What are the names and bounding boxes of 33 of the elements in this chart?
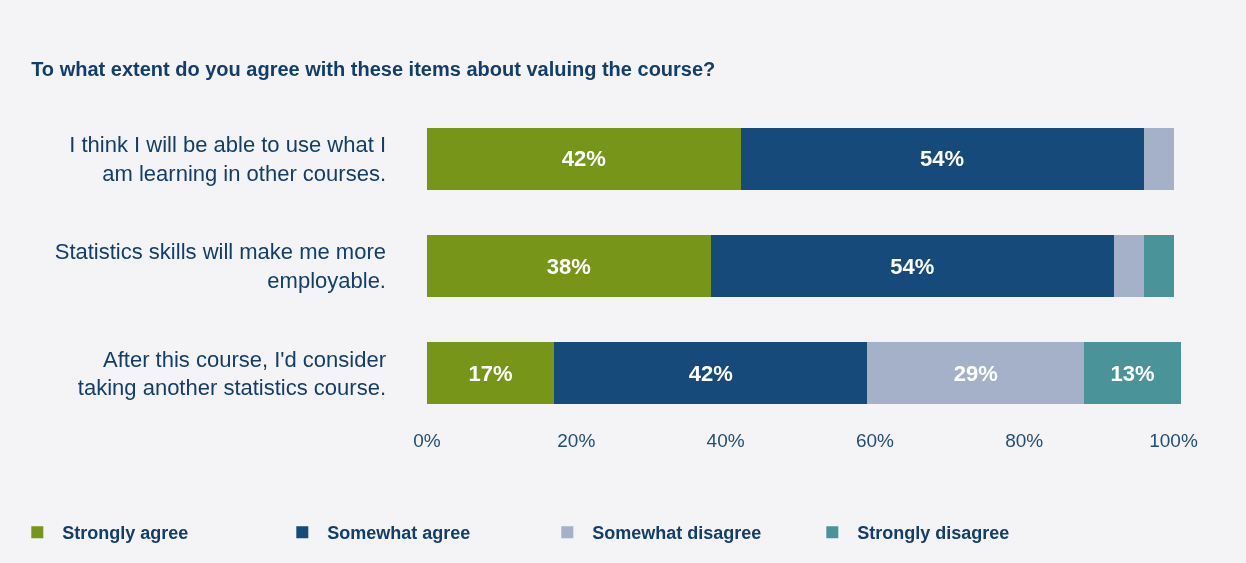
data-label: 38%	[546, 253, 591, 279]
data-label: 17%	[468, 360, 513, 386]
bar	[427, 342, 554, 405]
data-label: 29%	[953, 360, 998, 386]
x-tick-label: 60%	[855, 430, 895, 451]
bar	[1143, 234, 1174, 298]
data-label: 42%	[688, 360, 733, 386]
legend-label: Strongly disagree	[857, 523, 1010, 544]
data-label: 54%	[920, 146, 965, 172]
y-tick-label: After this course, I'd consider taking another statistics course.	[77, 346, 386, 401]
legend-label: Somewhat agree	[327, 523, 471, 544]
x-tick-label: 0%	[413, 430, 441, 451]
bar	[1113, 234, 1144, 298]
legend-label: Somewhat disagree	[592, 523, 762, 544]
bar	[1083, 342, 1181, 405]
bar	[710, 234, 1114, 298]
bar	[427, 127, 741, 190]
data-label: 13%	[1110, 360, 1155, 386]
chart-title: To what extent do you agree with these items about valuing the course?	[31, 57, 716, 80]
x-tick-label: 20%	[557, 430, 596, 451]
bar	[427, 234, 711, 298]
bar	[740, 127, 1144, 190]
bar	[867, 342, 1084, 405]
x-tick-label: 80%	[1005, 430, 1044, 451]
bar	[553, 342, 868, 405]
legend-label: Strongly agree	[62, 523, 189, 544]
bar	[1143, 127, 1174, 190]
y-tick-label: I think I will be able to use what I am learning in other courses.	[69, 132, 386, 186]
x-tick-label: 100%	[1149, 430, 1198, 451]
y-tick-label: Statistics skills will make me more employable.	[54, 239, 386, 293]
data-label: 42%	[561, 146, 606, 172]
data-label: 54%	[890, 253, 935, 279]
x-tick-label: 40%	[706, 430, 745, 451]
